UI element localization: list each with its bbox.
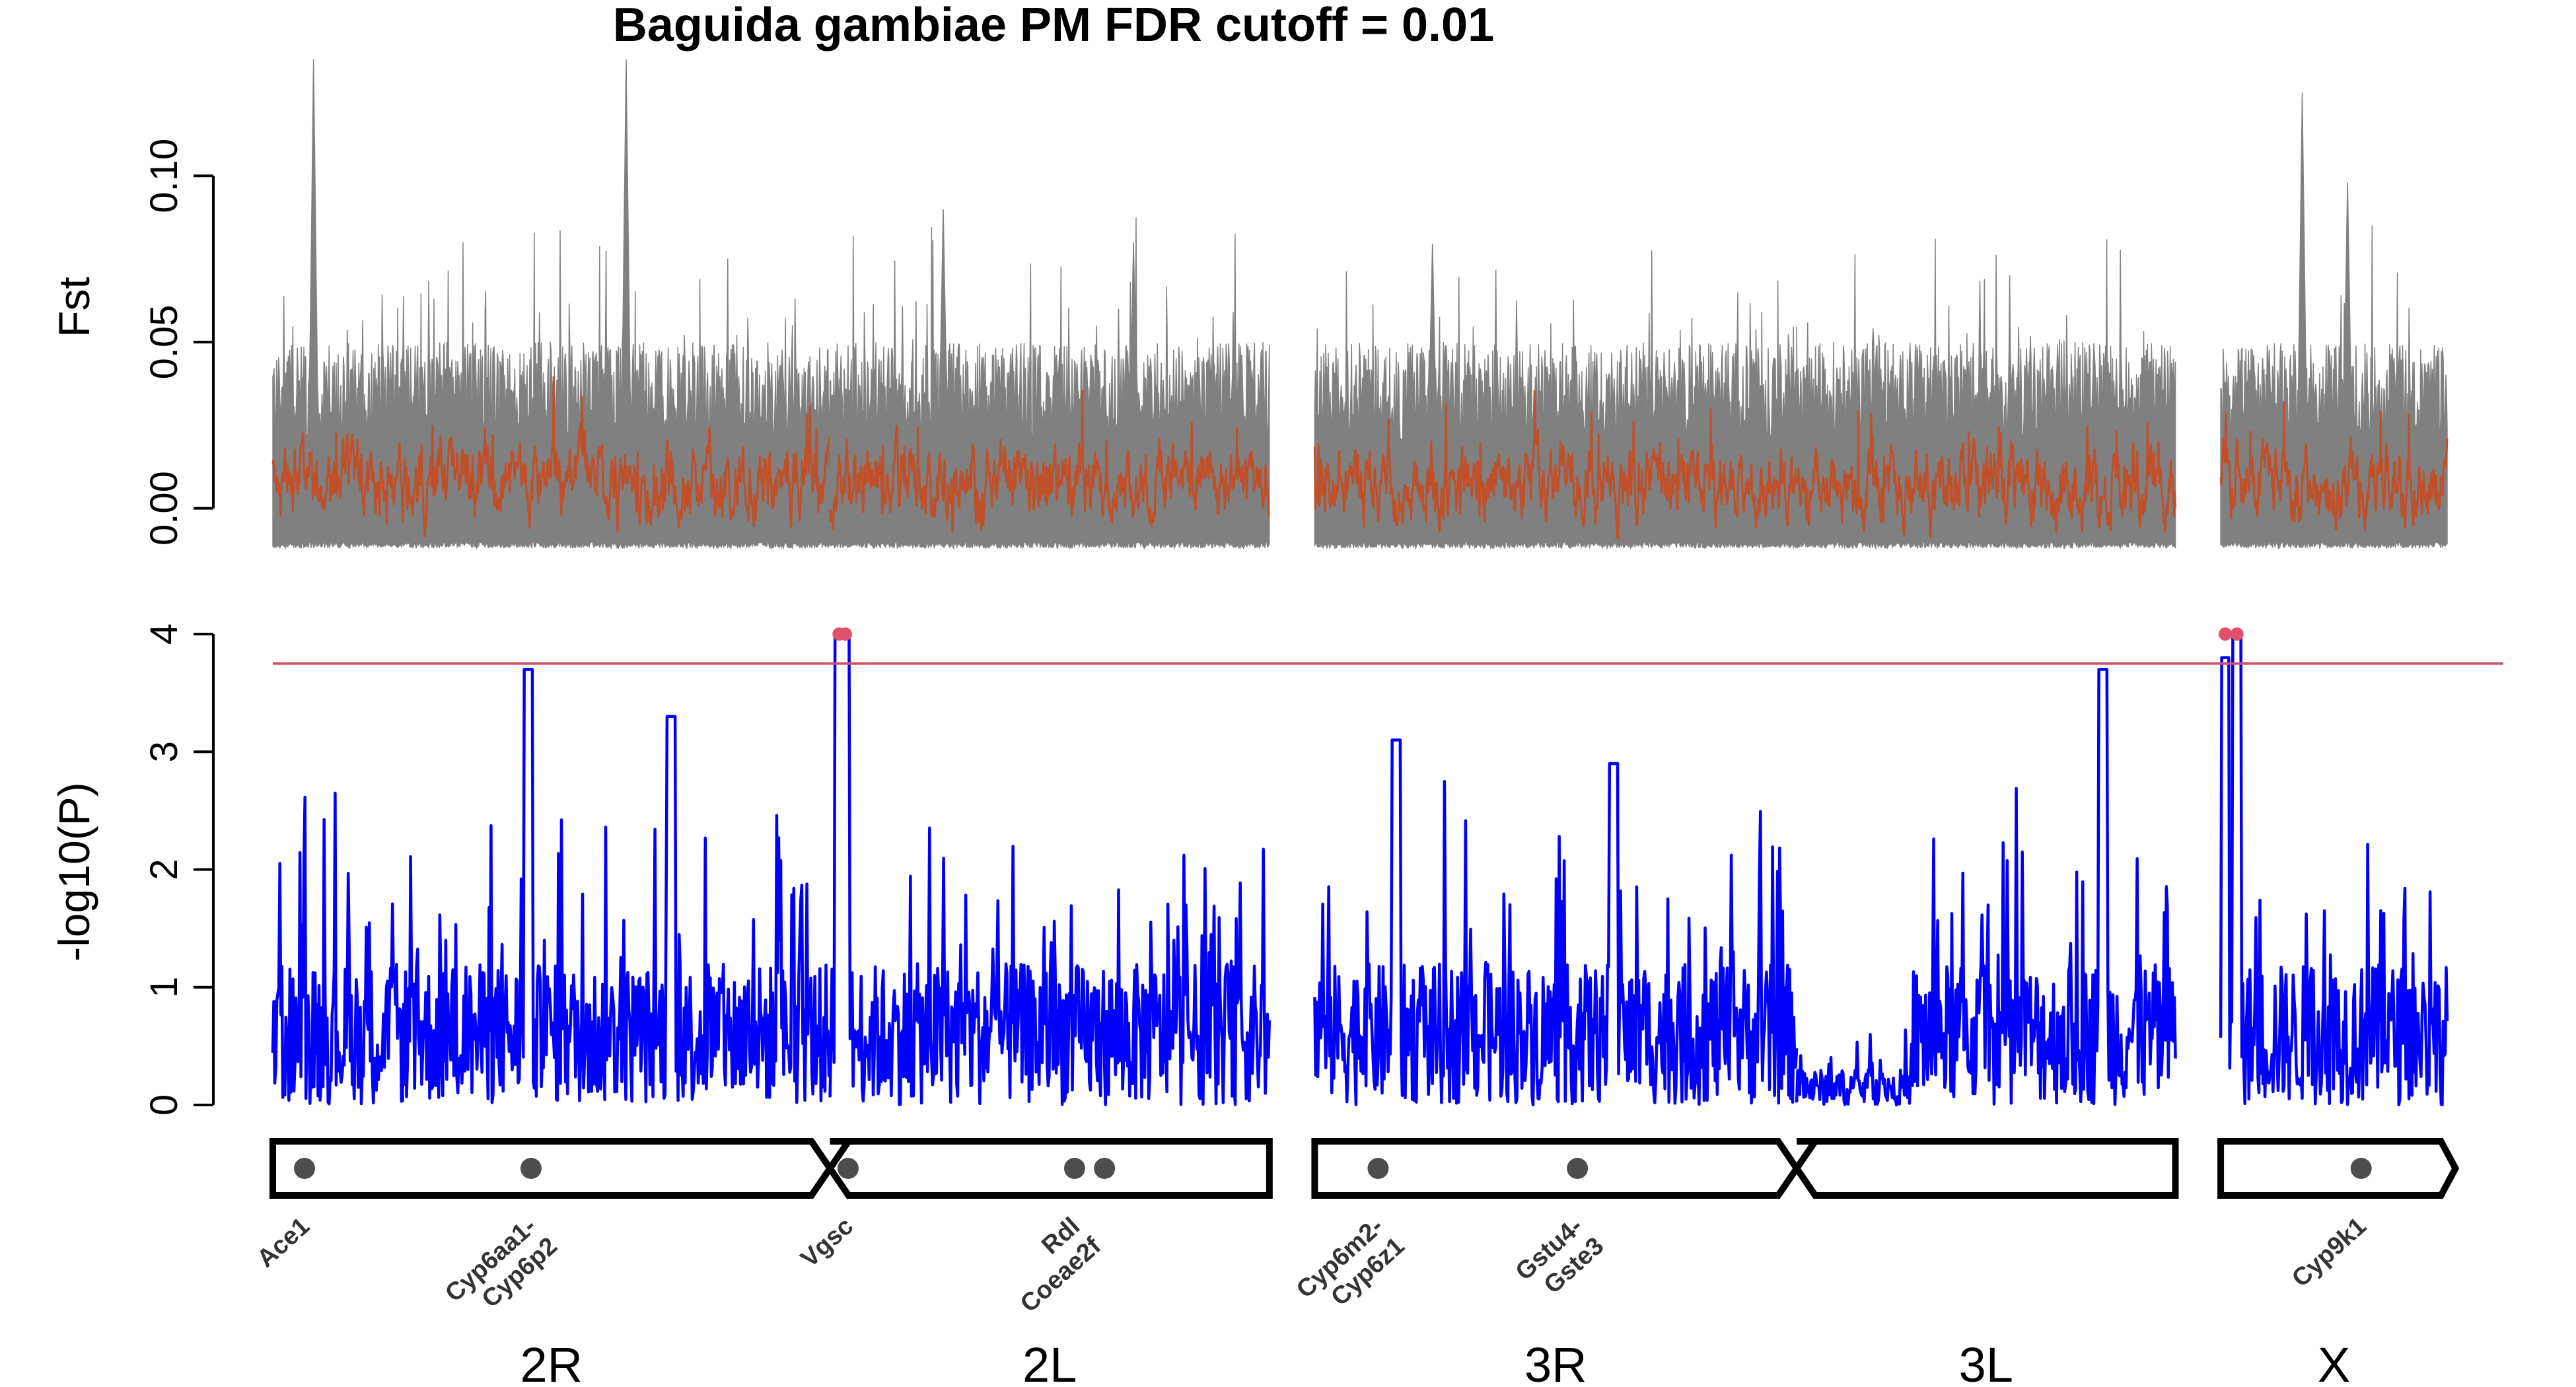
fst-y-tick-label: 0.00: [143, 471, 186, 546]
chromosome-label-3R: 3R: [1524, 1337, 1587, 1387]
pvalue-y-tick-label: 0: [143, 1094, 186, 1116]
pvalue-y-tick-label: 2: [143, 859, 186, 880]
significant-point: [838, 627, 852, 641]
fst-highlight-X: [2219, 401, 2449, 532]
fst-highlight-3L: [1795, 410, 2176, 539]
fst-y-axis: 0.00 0.05 0.10: [143, 139, 215, 546]
gene-marker: [1063, 1158, 1085, 1179]
fst-background-X: [2220, 92, 2448, 550]
chromosome-label-3L: 3L: [1959, 1337, 2013, 1387]
chromosome-labels: 2R 2L 3R 3L X: [520, 1337, 2350, 1387]
chromosome-label-2L: 2L: [1022, 1337, 1077, 1387]
chart-title: Baguida gambiae PM FDR cutoff = 0.01: [613, 0, 1494, 52]
fst-series: [271, 59, 2449, 550]
gene-marker: [2350, 1158, 2372, 1179]
pvalue-series: [271, 632, 2449, 1107]
pvalue-line-3R: [1313, 738, 1799, 1106]
pvalue-y-tick-label: 3: [143, 741, 186, 762]
significant-points: [832, 627, 2244, 641]
fst-y-axis-label: Fst: [50, 277, 98, 338]
chromosome-arm-3R: [1311, 1138, 1801, 1199]
fst-highlight-3R: [1313, 390, 1798, 540]
gene-marker: [1367, 1158, 1389, 1179]
pvalue-line-X: [2219, 632, 2449, 1107]
fst-highlight-2L: [829, 390, 1271, 532]
chromosome-label-2R: 2R: [520, 1337, 583, 1387]
chromosome-diagram: [269, 1138, 2460, 1199]
fst-y-tick-label: 0.05: [143, 304, 186, 379]
pvalue-line-3L: [1795, 668, 2177, 1107]
chromosome-arm-X: [2217, 1138, 2460, 1199]
pvalue-y-tick-label: 1: [143, 977, 186, 998]
pvalue-panel: 0 1 2 3 4 -log10(P): [50, 623, 2503, 1116]
pvalue-y-axis-label: -log10(P): [50, 782, 98, 961]
chromosome-arm-3L: [1793, 1138, 2179, 1199]
gene-label: Cyp9k1: [2287, 1212, 2372, 1293]
gene-label: Ace1: [252, 1212, 315, 1273]
fst-background-3R: [1314, 244, 1797, 550]
gene-marker: [520, 1158, 542, 1179]
chromosome-arm-2L: [826, 1138, 1273, 1199]
fst-y-tick-label: 0.10: [143, 139, 186, 213]
gene-label: Vgsc: [795, 1212, 859, 1273]
fst-background-2L: [829, 209, 1270, 550]
fst-panel: 0.00 0.05 0.10 Fst: [50, 59, 2449, 550]
pvalue-y-axis: 0 1 2 3 4: [143, 623, 215, 1116]
pvalue-line-2R: [271, 668, 832, 1106]
pvalue-line-2L: [828, 632, 1271, 1106]
chromosome-arm-2R: [269, 1138, 834, 1199]
chromosome-label-X: X: [2318, 1337, 2350, 1387]
gene-marker: [1094, 1158, 1116, 1179]
significant-point: [2230, 627, 2244, 641]
pvalue-y-tick-label: 4: [143, 623, 186, 645]
fst-background-3L: [1796, 238, 2176, 550]
gene-marker: [294, 1158, 316, 1179]
gene-marker: [1567, 1158, 1589, 1179]
gene-marker: [838, 1158, 859, 1179]
significant-point: [2218, 627, 2232, 641]
fst-highlight-2R: [271, 376, 832, 538]
